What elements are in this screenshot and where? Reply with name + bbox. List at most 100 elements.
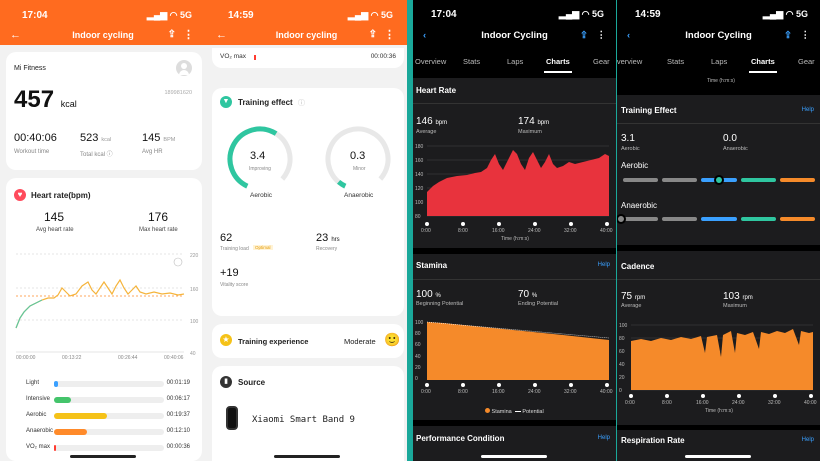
back-chevron-icon[interactable]: ‹ [627, 30, 631, 41]
stamina-end-value: 70 % [518, 289, 537, 300]
stamina-begin-label: Beginning Potential [416, 301, 464, 307]
status-time: 17:04 [22, 10, 48, 21]
tab-charts[interactable]: Charts [546, 57, 570, 66]
y-tick: 100 [190, 319, 199, 325]
status-bar: 14:59 ▂▄▆ ◠ 5G [206, 0, 407, 30]
duration-value: 00:40:06 [14, 132, 57, 144]
source-title: Source [238, 378, 266, 387]
back-chevron-icon[interactable]: ‹ [423, 30, 427, 41]
te-title: Training Effect [621, 106, 677, 115]
hr-max-value: 176 [148, 210, 169, 224]
tab-charts[interactable]: Charts [751, 57, 775, 66]
more-icon[interactable]: ⋮ [384, 29, 395, 41]
hr-avg-label: Average [416, 129, 437, 135]
more-icon[interactable]: ⋮ [183, 29, 194, 41]
y-tick: 100 [415, 320, 424, 326]
perf-title: Performance Condition [416, 434, 505, 443]
heart-icon: ♥ [14, 189, 26, 201]
zoom-icon[interactable] [173, 257, 183, 267]
cadence-avg-unit: rpm [634, 295, 646, 301]
stamina-section: Stamina Help 100 % Beginning Potential 7… [413, 254, 616, 420]
brand-label: Mi Fitness [14, 65, 46, 72]
help-link[interactable]: Help [597, 435, 610, 441]
stamina-area [427, 322, 609, 380]
zone-time: 00:06:17 [166, 396, 190, 402]
tab-bar: Overview Stats Laps Charts Gear [617, 54, 820, 74]
hr-max-value: 174 bpm [518, 116, 549, 127]
hr-title: Heart Rate [416, 86, 457, 95]
tab-laps[interactable]: Laps [711, 57, 728, 66]
recovery-value: 23 hrs [316, 232, 340, 244]
te-scale-segment [740, 217, 776, 221]
x-tick: 24:00 [528, 389, 541, 395]
zone-bar-track [54, 445, 164, 451]
x-tick: 16:00 [492, 228, 505, 234]
te-title: Training effect [238, 98, 293, 107]
home-indicator [70, 455, 136, 458]
x-tick: 16:00 [492, 389, 505, 395]
garmin-charts-screen-1: 17:04 ▂▄▆ ◠ 5G ‹ Indoor Cycling ⇪ ⋮ Over… [413, 0, 616, 461]
more-icon[interactable]: ⋮ [800, 30, 811, 41]
y-tick: 220 [190, 253, 199, 259]
tab-underline [544, 71, 572, 73]
cadence-max-label: Maximum [723, 303, 747, 309]
share-icon[interactable]: ⇪ [580, 30, 588, 41]
help-link[interactable]: Help [801, 437, 814, 443]
potential-line [426, 321, 610, 339]
training-load-badge: Optimal [253, 245, 273, 250]
top-time-label: Time (h:m:s) [707, 78, 735, 84]
y-tick: 140 [415, 172, 424, 178]
x-tick: 8:00 [458, 228, 468, 234]
tab-gear[interactable]: Gear [593, 57, 610, 66]
stamina-x-axis: 0:00 8:00 16:00 24:00 32:00 40:00 [413, 383, 616, 405]
y-tick: 60 [619, 349, 625, 355]
vo2-time: 00:00:36 [370, 53, 396, 60]
tab-bar: Overview Stats Laps Charts Gear [413, 54, 616, 74]
tab-laps[interactable]: Laps [507, 57, 524, 66]
avg-hr-label: Avg HR [142, 149, 163, 155]
share-icon[interactable]: ⇪ [784, 30, 792, 41]
hr-zone-row: Anaerobic 00:12:10 [14, 428, 196, 440]
info-icon[interactable]: ⓘ [298, 100, 305, 107]
te-scale-marker [714, 175, 724, 185]
avatar[interactable] [176, 60, 192, 76]
status-time: 14:59 [228, 10, 254, 21]
tab-gear[interactable]: Gear [798, 57, 815, 66]
more-icon[interactable]: ⋮ [596, 30, 607, 41]
resp-title: Respiration Rate [621, 436, 685, 445]
hr-area [427, 150, 609, 216]
app-header: ‹ Indoor Cycling ⇪ ⋮ [617, 30, 820, 46]
recovery-label: Recovery [316, 246, 338, 252]
page-title: Indoor Cycling [481, 30, 548, 41]
training-experience-card[interactable]: ★ Training experience Moderate 🙂 [212, 324, 404, 358]
tab-stats[interactable]: Stats [463, 57, 481, 66]
share-icon[interactable]: ⇪ [167, 29, 176, 40]
signal-icon: ▂▄▆ ◠ 5G [558, 9, 604, 19]
back-arrow-icon[interactable]: ← [10, 29, 21, 41]
help-link[interactable]: Help [597, 262, 610, 268]
y-tick: 80 [415, 214, 421, 220]
tab-overview[interactable]: Overview [415, 57, 447, 66]
source-icon: ▮ [220, 376, 232, 388]
zone-label: VO₂ max [26, 444, 50, 450]
tab-stats[interactable]: Stats [667, 57, 685, 66]
share-icon[interactable]: ⇪ [368, 29, 377, 40]
te-scale-segment [623, 178, 659, 182]
training-effect-section: Training Effect Help 3.1 Aerobic 0.0 Ana… [617, 95, 820, 245]
zone-bar-fill [54, 429, 87, 435]
zone-bar-track [54, 381, 164, 387]
te-anaerobic-label: Anaerobic [723, 146, 748, 152]
tab-overview[interactable]: Overview [617, 57, 643, 66]
status-bar: 17:04 ▂▄▆ ◠ 5G [0, 0, 206, 30]
y-tick: 80 [415, 331, 421, 337]
x-tick: 8:00 [458, 389, 468, 395]
te-anaerobic-value: 0.0 [723, 133, 737, 144]
vo2-row: VO₂ max 00:00:36 [212, 48, 404, 68]
aerobic-scale [621, 175, 817, 185]
y-tick: 100 [415, 200, 424, 206]
x-label: Time (h:m:s) [705, 408, 733, 414]
help-link[interactable]: Help [801, 107, 814, 113]
back-arrow-icon[interactable]: ← [216, 29, 227, 41]
x-tick: 00:26:44 [118, 355, 138, 361]
x-tick: 16:00 [696, 400, 709, 406]
